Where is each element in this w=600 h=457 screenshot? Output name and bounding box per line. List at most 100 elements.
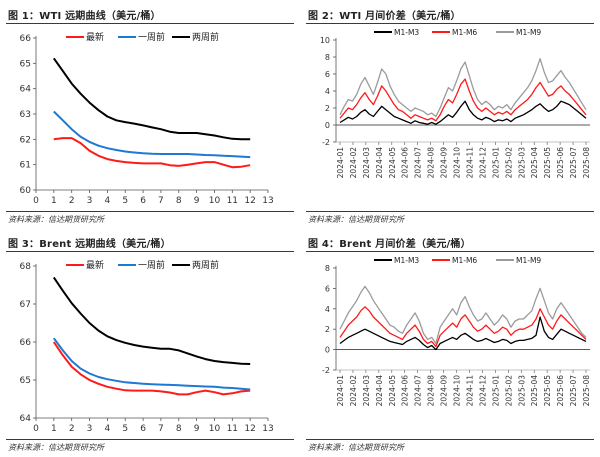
x-tick-label: 7 <box>158 424 164 434</box>
y-tick-label: 66 <box>20 338 32 348</box>
x-tick-label: 2024-04 <box>375 375 384 407</box>
x-tick-label: 12 <box>244 196 255 206</box>
y-tick-label: 66 <box>20 34 32 44</box>
source-note: 资料来源：信达期货研究所 <box>308 215 404 224</box>
x-tick-label: 4 <box>105 196 111 206</box>
x-tick-label: 2 <box>69 196 75 206</box>
source-note: 资料来源：信达期货研究所 <box>8 215 104 224</box>
x-tick-label: 2024-06 <box>401 147 410 179</box>
series-line-m1-m3 <box>339 100 587 125</box>
x-tick-label: 9 <box>194 424 200 434</box>
source-rule <box>6 211 294 212</box>
y-tick-label: 8 <box>325 53 330 62</box>
x-tick-label: 9 <box>194 196 200 206</box>
x-tick-label: 8 <box>176 424 182 434</box>
y-tick-label: 64 <box>20 414 32 424</box>
wti-spread-chart: -2 0 2 4 6 8 10 2024-01 2024-02 2024-03 2024-04 202… <box>320 28 591 179</box>
x-tick-label: 2025-02 <box>504 375 513 407</box>
x-tick-label: 10 <box>209 196 221 206</box>
y-tick-label: 64 <box>20 85 32 95</box>
x-tick-label: 2025-08 <box>582 147 591 179</box>
title-rule <box>306 23 594 24</box>
series-line-latest <box>53 137 251 169</box>
x-tick-label: 1 <box>51 424 57 434</box>
x-tick-label: 11 <box>227 196 238 206</box>
chart-title: 图 2：WTI 月间价差（美元/桶） <box>308 11 461 22</box>
panel-wti-curve: 图 1：WTI 远期曲线（美元/桶） 60 61 62 63 64 65 66 0 1 2 3 4 5 6… <box>0 0 300 228</box>
legend-label-latest: 最新 <box>86 259 104 271</box>
x-tick-label: 8 <box>176 196 182 206</box>
x-tick-label: 4 <box>105 424 111 434</box>
y-tick-label: 2 <box>325 104 330 113</box>
series-line-two-weeks-ago <box>52 276 251 365</box>
x-tick-label: 2024-09 <box>440 375 449 407</box>
title-rule <box>306 251 594 252</box>
x-tick-label: 2025-01 <box>491 375 500 407</box>
x-tick-label: 12 <box>244 424 255 434</box>
x-tick-label: 2024-11 <box>465 147 474 179</box>
y-tick-label: 10 <box>320 36 330 45</box>
y-tick-label: 0 <box>325 346 330 355</box>
y-tick-label: -2 <box>322 366 330 375</box>
title-rule <box>6 251 294 252</box>
x-tick-label: 2025-04 <box>530 147 539 179</box>
x-tick-label: 2025-03 <box>517 375 526 407</box>
x-tick-label: 3 <box>87 424 93 434</box>
legend-label-m1-m9: M1-M9 <box>516 256 541 265</box>
x-tick-label: 11 <box>227 424 238 434</box>
y-tick-label: 62 <box>20 135 31 145</box>
source-note: 资料来源：信达期货研究所 <box>8 443 104 452</box>
y-tick-label: 60 <box>20 186 32 196</box>
x-tick-label: 2024-07 <box>414 147 423 179</box>
source-rule <box>6 439 294 440</box>
legend-label-m1-m3: M1-M3 <box>394 256 419 265</box>
y-tick-label: 65 <box>20 59 31 69</box>
x-tick-label: 3 <box>87 196 93 206</box>
panel-brent-curve: 图 3：Brent 远期曲线（美元/桶） 64 65 66 67 68 0 1 2 3 4 5 6 7 8… <box>0 228 300 456</box>
x-tick-label: 2024-11 <box>465 375 474 407</box>
chart-title: 图 3：Brent 远期曲线（美元/桶） <box>8 239 171 250</box>
legend-label-m1-m6: M1-M6 <box>452 256 477 265</box>
y-tick-label: 6 <box>325 70 330 79</box>
y-tick-label: 68 <box>20 262 32 272</box>
y-tick-label: 4 <box>325 87 330 96</box>
title-rule <box>6 23 294 24</box>
panel-brent-spread: 图 4：Brent 月间价差（美元/桶） -2 0 2 4 6 8 2024-01 2024-… <box>300 228 600 456</box>
series-line-m1-m9 <box>339 58 587 118</box>
x-tick-label: 2025-05 <box>543 147 552 179</box>
series-line-m1-m9 <box>339 285 587 345</box>
x-tick-label: 2024-04 <box>375 147 384 179</box>
x-tick-label: 13 <box>262 424 273 434</box>
y-tick-label: 0 <box>325 121 330 130</box>
y-tick-label: 61 <box>20 161 31 171</box>
x-tick-label: 2025-08 <box>582 375 591 407</box>
x-tick-label: 2025-02 <box>504 147 513 179</box>
x-tick-label: 5 <box>122 424 128 434</box>
x-tick-label: 7 <box>158 196 164 206</box>
legend-label-one-week-ago: 一周前 <box>138 31 165 43</box>
x-tick-label: 2024-01 <box>336 375 345 407</box>
source-rule <box>306 211 594 212</box>
x-tick-label: 2024-08 <box>427 375 436 407</box>
x-tick-label: 1 <box>51 196 57 206</box>
brent-spread-chart: -2 0 2 4 6 8 2024-01 2024-02 2024-03 2024-04 2024-… <box>322 256 591 407</box>
x-tick-label: 10 <box>209 424 221 434</box>
x-tick-label: 2024-01 <box>336 147 345 179</box>
series-line-two-weeks-ago <box>52 57 251 141</box>
x-tick-label: 2025-05 <box>543 375 552 407</box>
source-rule <box>306 439 594 440</box>
x-tick-label: 5 <box>122 196 128 206</box>
x-tick-label: 2 <box>69 424 75 434</box>
panel-wti-spread: 图 2：WTI 月间价差（美元/桶） -2 0 2 4 6 8 10 2024-01 2024-… <box>300 0 600 228</box>
y-tick-label: -2 <box>322 138 330 147</box>
x-tick-label: 2024-05 <box>388 375 397 407</box>
legend-label-two-weeks-ago: 两周前 <box>192 31 219 43</box>
x-tick-label: 2024-10 <box>453 375 462 407</box>
x-tick-label: 2024-02 <box>349 375 358 407</box>
x-tick-label: 2024-10 <box>453 147 462 179</box>
y-tick-label: 2 <box>325 325 330 334</box>
x-tick-label: 6 <box>140 196 146 206</box>
series-line-m1-m3 <box>339 316 587 351</box>
